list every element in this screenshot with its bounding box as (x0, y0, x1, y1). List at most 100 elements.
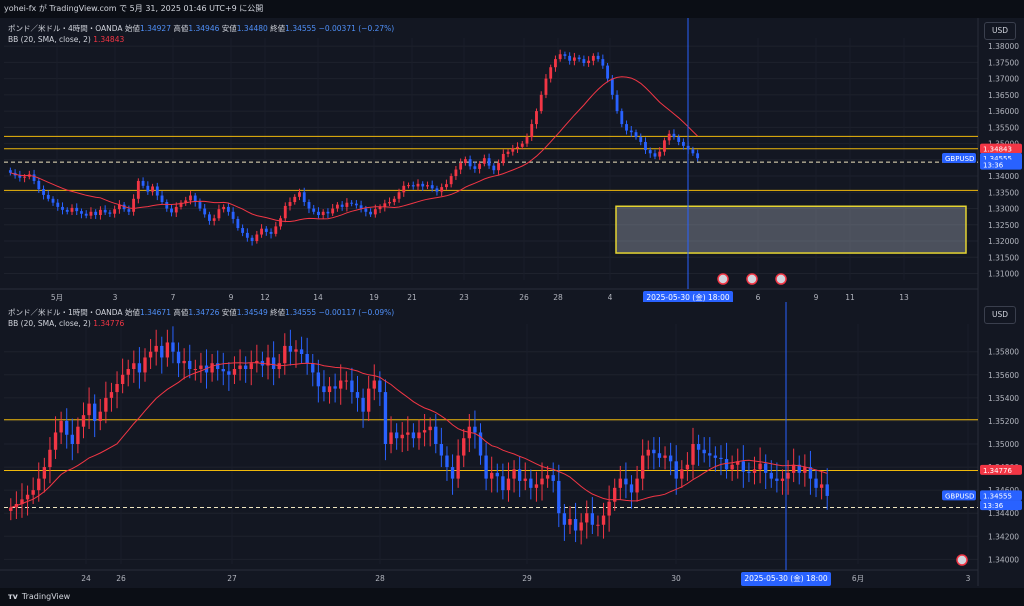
candle-body (151, 186, 154, 192)
candle-body (298, 192, 301, 197)
price-tag-bg (980, 490, 1022, 501)
chart-pane-4h[interactable]: 1.38000 1.37500 1.37000 1.36500 1.36000 1.355… (0, 18, 1024, 302)
candle-body (383, 392, 388, 444)
bb-basis-line (10, 76, 698, 222)
candle-body (747, 471, 751, 473)
candle-body (434, 426, 438, 444)
candle-body (53, 432, 58, 450)
candle-body (797, 464, 801, 473)
candle-body (199, 365, 203, 369)
candle-body (231, 211, 235, 219)
flag-icon (956, 554, 968, 566)
candle-body (322, 386, 326, 393)
candle-body (155, 186, 159, 196)
candle-body (165, 342, 170, 358)
open-label: 始値 (124, 308, 140, 317)
candle-body (640, 455, 645, 479)
candle-body (601, 515, 606, 525)
candle-body (445, 184, 448, 188)
candle-body (65, 209, 69, 212)
candle-body (577, 57, 581, 60)
low-value: 1.34549 (236, 308, 268, 317)
candle-body (104, 397, 108, 412)
currency-button-4h[interactable]: USD (984, 22, 1016, 40)
candle-body (495, 472, 499, 477)
candle-body (141, 180, 145, 186)
candle-body (56, 202, 60, 207)
candle-body (539, 94, 543, 112)
candle-body (117, 204, 121, 210)
bb-value: 1.34776 (93, 319, 125, 328)
price-tag-bg (980, 464, 1022, 475)
candle-body (255, 360, 259, 364)
bb-label[interactable]: BB (20, SMA, close, 2) (8, 35, 91, 44)
candle-body (305, 354, 309, 364)
candle-body (752, 469, 757, 473)
candle-body (501, 476, 505, 491)
candle-body (311, 363, 315, 373)
bb-label[interactable]: BB (20, SMA, close, 2) (8, 319, 91, 328)
candle-body (416, 183, 420, 187)
candle-body (421, 183, 425, 187)
candle-body (70, 207, 74, 212)
ohlc-legend-1h: ポンド／米ドル・1時間・OANDA 始値1.34671 高値1.34726 安値… (8, 307, 394, 329)
candle-body (582, 59, 586, 64)
price-tag-label: 1.34555 (983, 155, 1012, 163)
candle-body (544, 78, 548, 95)
candle-body (279, 218, 282, 227)
candle-body (454, 169, 458, 177)
candle-body (459, 163, 463, 170)
candle-body (299, 349, 304, 354)
candle-body (266, 357, 270, 366)
x-tick-label: 7 (171, 293, 176, 302)
candle-body (8, 170, 12, 173)
flag-icon (717, 273, 729, 285)
candle-body (132, 198, 136, 212)
candle-body (634, 132, 638, 138)
candle-body (478, 163, 482, 169)
candle-body (484, 455, 488, 479)
candle-body (775, 478, 779, 481)
candle-body (530, 124, 534, 138)
chart-pane-1h[interactable]: 1.358001.356001.354001.352001.350001.348… (0, 302, 1024, 588)
candle-body (456, 455, 460, 479)
currency-button-1h[interactable]: USD (984, 306, 1016, 324)
candle-body (23, 176, 27, 178)
candle-body (736, 461, 740, 465)
candle-body (473, 426, 477, 433)
close-label: 終値 (270, 308, 286, 317)
candle-body (506, 151, 510, 154)
candle-body (170, 208, 173, 213)
chart-svg-4h[interactable]: 1.38000 1.37500 1.37000 1.36500 1.36000 1.355… (0, 18, 1024, 302)
candle-body (615, 94, 619, 112)
candle-body (312, 208, 316, 212)
candle-body (238, 365, 242, 369)
y-tick-label: 1.35000 (988, 440, 1019, 449)
candle-body (402, 185, 406, 193)
crosshair-time-tag (643, 291, 733, 302)
y-tick-label: 1.31500 (988, 253, 1019, 262)
candle-body (148, 351, 153, 358)
tradingview-logo[interactable]: ᴛᴠ TradingView (8, 588, 70, 606)
candle-body (411, 432, 416, 439)
candle-body (212, 218, 216, 221)
candle-body (293, 196, 297, 203)
chart-svg-1h[interactable]: 1.358001.356001.354001.352001.350001.348… (0, 302, 1024, 588)
candle-body (529, 478, 533, 488)
x-tick-label: 21 (407, 293, 417, 302)
low-label: 安値 (221, 308, 237, 317)
candle-body (769, 472, 773, 479)
high-label: 高値 (173, 308, 189, 317)
candle-body (321, 211, 325, 216)
y-tick-label: 1.34400 (988, 509, 1019, 518)
candle-body (468, 159, 472, 167)
candle-body (264, 228, 268, 232)
candle-body (691, 444, 695, 465)
candle-body (146, 185, 150, 192)
candle-body (241, 228, 245, 233)
bb-value: 1.34843 (93, 35, 125, 44)
x-tick-label: 26 (116, 574, 126, 583)
candle-body (713, 455, 718, 458)
candle-body (179, 202, 183, 207)
candle-body (302, 192, 306, 203)
